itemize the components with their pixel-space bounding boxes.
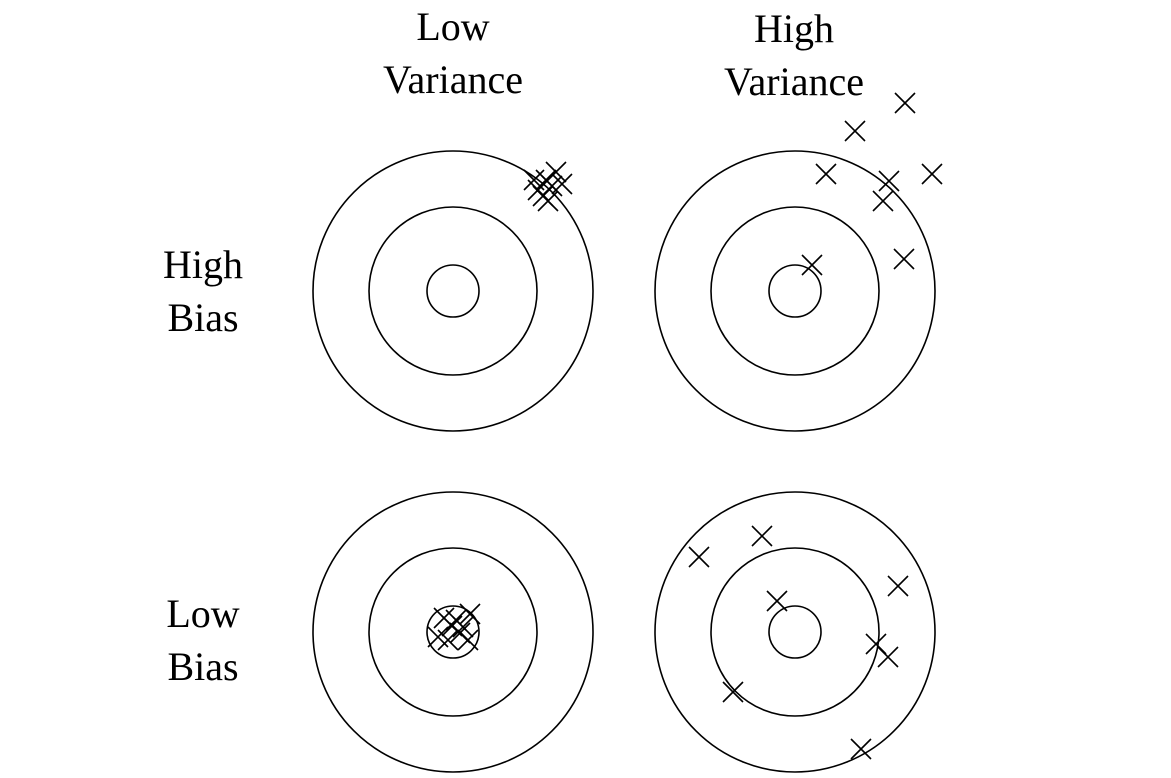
column-header-high-variance-line2: Variance	[724, 59, 864, 104]
shot-mark-x	[872, 190, 894, 212]
row-header-low-bias-line1: Low	[166, 591, 240, 636]
shot-mark-x	[688, 546, 710, 568]
column-header-low-variance-line1: Low	[416, 4, 490, 49]
shot-mark-x	[545, 161, 567, 183]
shot-mark-x	[457, 629, 479, 651]
shot-mark-x	[452, 616, 474, 638]
target-bullseye	[768, 605, 822, 659]
shot-mark-x	[877, 646, 899, 668]
shot-mark-x	[894, 92, 916, 114]
target-middle-ring	[710, 206, 880, 376]
target-low-bias-low-variance	[312, 491, 594, 773]
shot-mark-x	[801, 254, 823, 276]
shot-mark-x	[893, 248, 915, 270]
shot-mark-x	[523, 169, 545, 191]
shot-mark-x	[815, 163, 837, 185]
row-header-low-bias-line2: Bias	[167, 644, 239, 689]
target-bullseye	[768, 264, 822, 318]
shot-mark-x	[878, 170, 900, 192]
shot-mark-x	[551, 173, 573, 195]
shot-mark-x	[459, 603, 481, 625]
row-header-high-bias-line2: Bias	[167, 295, 239, 340]
column-header-low-variance: Low Variance	[353, 0, 553, 106]
target-middle-ring	[710, 547, 880, 717]
column-header-high-variance: High Variance	[694, 2, 894, 108]
target-bullseye	[426, 264, 480, 318]
shot-mark-x	[844, 120, 866, 142]
row-header-high-bias: High Bias	[103, 238, 303, 344]
target-high-bias-low-variance	[312, 150, 594, 432]
shot-mark-x	[722, 681, 744, 703]
target-outer-ring	[312, 150, 594, 432]
target-high-bias-high-variance	[654, 92, 943, 432]
shot-mark-x	[887, 575, 909, 597]
target-outer-ring	[654, 150, 936, 432]
target-bullseye	[426, 605, 480, 659]
target-low-bias-high-variance	[654, 491, 936, 773]
target-middle-ring	[368, 206, 538, 376]
column-header-high-variance-line1: High	[754, 6, 834, 51]
shot-mark-x	[850, 738, 872, 760]
shot-mark-x	[921, 163, 943, 185]
row-header-low-bias: Low Bias	[103, 587, 303, 693]
shot-mark-x	[537, 190, 559, 212]
shot-mark-x	[437, 629, 459, 651]
target-middle-ring	[368, 547, 538, 717]
target-outer-ring	[654, 491, 936, 773]
shot-mark-x	[766, 590, 788, 612]
column-header-low-variance-line2: Variance	[383, 57, 523, 102]
target-outer-ring	[312, 491, 594, 773]
row-header-high-bias-line1: High	[163, 242, 243, 287]
shot-mark-x	[751, 525, 773, 547]
